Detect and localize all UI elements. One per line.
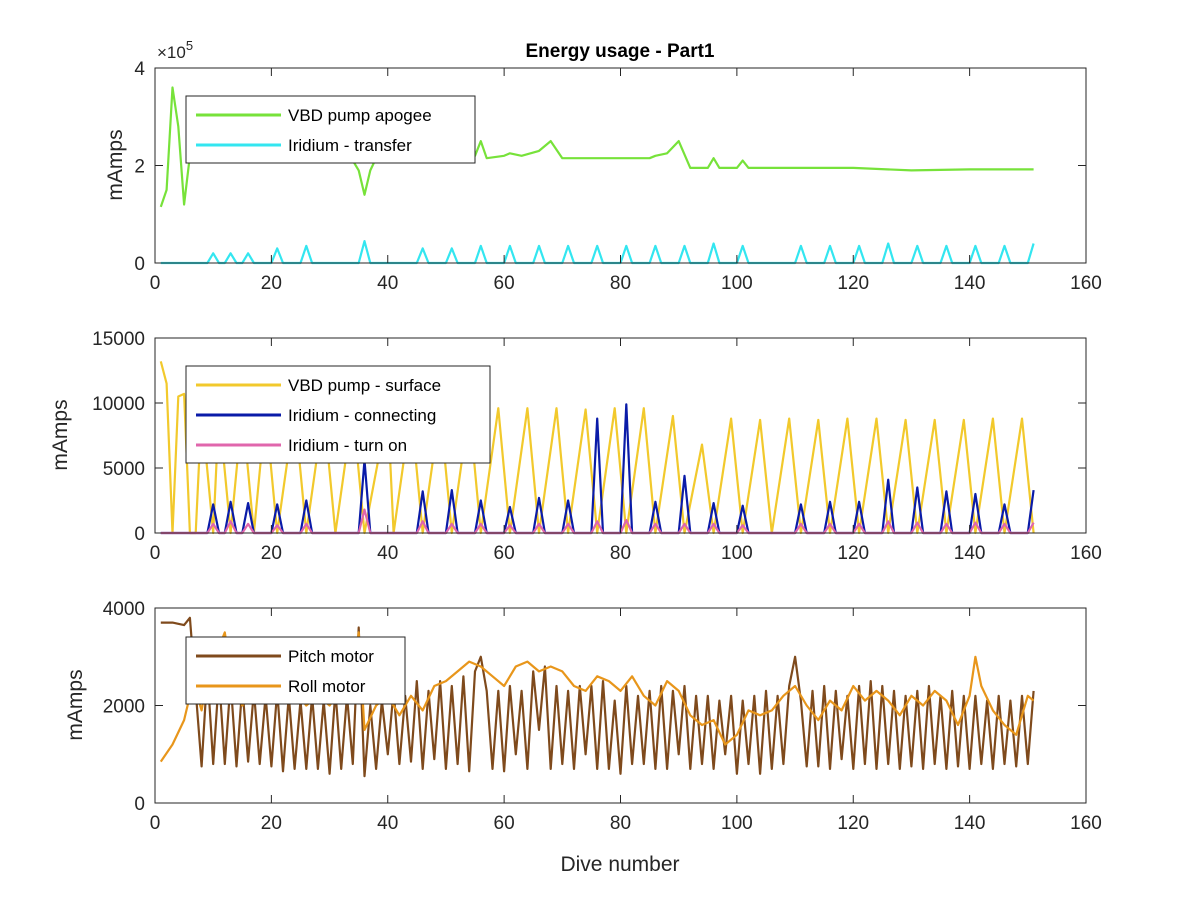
x-tick-label: 60	[494, 813, 515, 834]
legend-label: Iridium - turn on	[288, 436, 407, 455]
x-tick-label: 0	[150, 273, 161, 294]
ticks-layer: 0 20 40 60 80 100 120 140 160 0 5000 10000 15000	[92, 329, 1102, 564]
legend: VBD pump - surface Iridium - connecting Ir…	[185, 365, 491, 464]
y-axis-label: mAmps	[104, 129, 127, 200]
y-exponent-power: 5	[186, 38, 193, 53]
y-tick-label: 2	[134, 157, 145, 178]
x-tick-label: 120	[837, 543, 869, 564]
x-tick-label: 160	[1070, 813, 1102, 834]
chart-title: Energy usage - Part1	[525, 41, 714, 62]
x-tick-label: 40	[377, 273, 398, 294]
x-tick-label: 0	[150, 813, 161, 834]
subplot-2: 0 20 40 60 80 100 120 140 160 0 5000 10000 15000 mAm…	[49, 329, 1102, 564]
legend-label: Iridium - connecting	[288, 406, 436, 425]
y-tick-label: 10000	[92, 394, 145, 415]
y-tick-label: 5000	[103, 459, 145, 480]
x-tick-label: 120	[837, 813, 869, 834]
x-tick-label: 140	[954, 813, 986, 834]
x-tick-label: 80	[610, 273, 631, 294]
y-tick-label: 2000	[103, 697, 145, 718]
x-tick-label: 160	[1070, 543, 1102, 564]
x-tick-label: 20	[261, 273, 282, 294]
x-axis-label: Dive number	[560, 853, 679, 876]
legend-label: VBD pump apogee	[288, 106, 432, 125]
legend-label: Pitch motor	[288, 647, 374, 666]
y-tick-label: 0	[134, 794, 145, 815]
y-tick-label: 0	[134, 254, 145, 275]
ticks-layer: 0 20 40 60 80 100 120 140 160 0 2000 4000	[103, 599, 1102, 834]
subplot-3: 0 20 40 60 80 100 120 140 160 0 2000 4000 mAmps Div…	[64, 599, 1102, 876]
y-tick-label: 4	[134, 59, 145, 80]
x-tick-label: 100	[721, 273, 753, 294]
y-exponent-label: ×105	[157, 38, 193, 62]
x-tick-label: 100	[721, 543, 753, 564]
x-tick-label: 20	[261, 543, 282, 564]
legend-box	[185, 95, 476, 164]
ticks-layer: 0 20 40 60 80 100 120 140 160 0 2 4	[134, 59, 1101, 294]
subplot-1: 0 20 40 60 80 100 120 140 160 0 2 4 Energy usage - …	[104, 38, 1102, 294]
y-exponent-base: ×10	[157, 43, 186, 62]
legend: Pitch motor Roll motor	[185, 636, 406, 705]
x-tick-label: 160	[1070, 273, 1102, 294]
x-tick-label: 140	[954, 543, 986, 564]
legend-label: VBD pump - surface	[288, 376, 441, 395]
x-tick-label: 140	[954, 273, 986, 294]
x-tick-label: 60	[494, 273, 515, 294]
x-tick-label: 40	[377, 543, 398, 564]
y-axis-label: mAmps	[64, 669, 87, 740]
x-tick-label: 120	[837, 273, 869, 294]
legend: VBD pump apogee Iridium - transfer	[185, 95, 476, 164]
x-tick-label: 60	[494, 543, 515, 564]
x-tick-label: 20	[261, 813, 282, 834]
series-line-1	[160, 616, 1035, 778]
y-tick-label: 15000	[92, 329, 145, 350]
x-tick-label: 80	[610, 543, 631, 564]
legend-label: Iridium - transfer	[288, 136, 412, 155]
x-tick-label: 40	[377, 813, 398, 834]
y-axis-label: mAmps	[49, 399, 72, 470]
x-tick-label: 80	[610, 813, 631, 834]
y-tick-label: 0	[134, 524, 145, 545]
legend-label: Roll motor	[288, 677, 366, 696]
legend-box	[185, 636, 406, 705]
x-tick-label: 100	[721, 813, 753, 834]
x-tick-label: 0	[150, 543, 161, 564]
y-tick-label: 4000	[103, 599, 145, 620]
